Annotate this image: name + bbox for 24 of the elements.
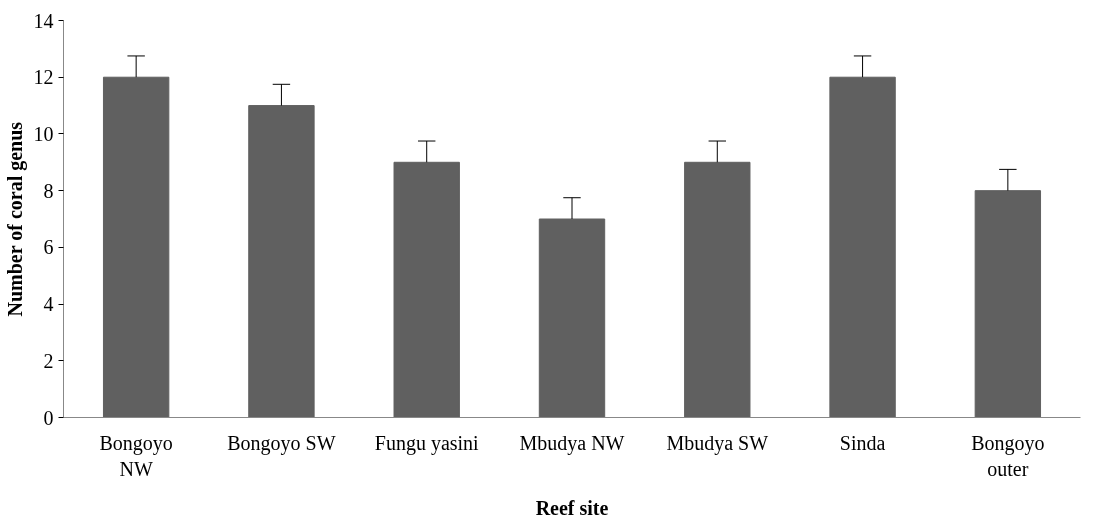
y-tick-label: 4	[43, 293, 54, 316]
x-tick-label: Sinda	[839, 431, 886, 454]
bar	[684, 161, 751, 418]
x-tick-label: Mbudya NW	[519, 431, 625, 455]
bar	[102, 76, 170, 418]
bar	[829, 76, 896, 418]
y-axis-title: Number of coral genus	[3, 121, 27, 317]
x-tick-label: Bongoyo NW	[99, 431, 173, 480]
y-tick-label: 12	[33, 66, 54, 89]
bar	[393, 161, 460, 418]
y-tick-label: 8	[43, 179, 54, 202]
x-tick-label: Mbudya SW	[666, 431, 769, 455]
x-tick-label: Bongoyo outer	[971, 431, 1045, 480]
bar	[974, 190, 1042, 418]
bar	[538, 218, 606, 418]
y-tick-label: 2	[43, 349, 54, 372]
x-tick-label: Fungu yasini	[374, 431, 480, 455]
x-axis-title: Reef site	[535, 496, 609, 519]
y-tick-label: 0	[43, 406, 54, 429]
x-tick-label: Bongoyo SW	[227, 431, 336, 455]
bar	[248, 105, 315, 418]
y-tick-label: 10	[33, 122, 54, 145]
y-tick-label: 14	[33, 9, 54, 32]
y-tick-label: 6	[43, 236, 54, 259]
